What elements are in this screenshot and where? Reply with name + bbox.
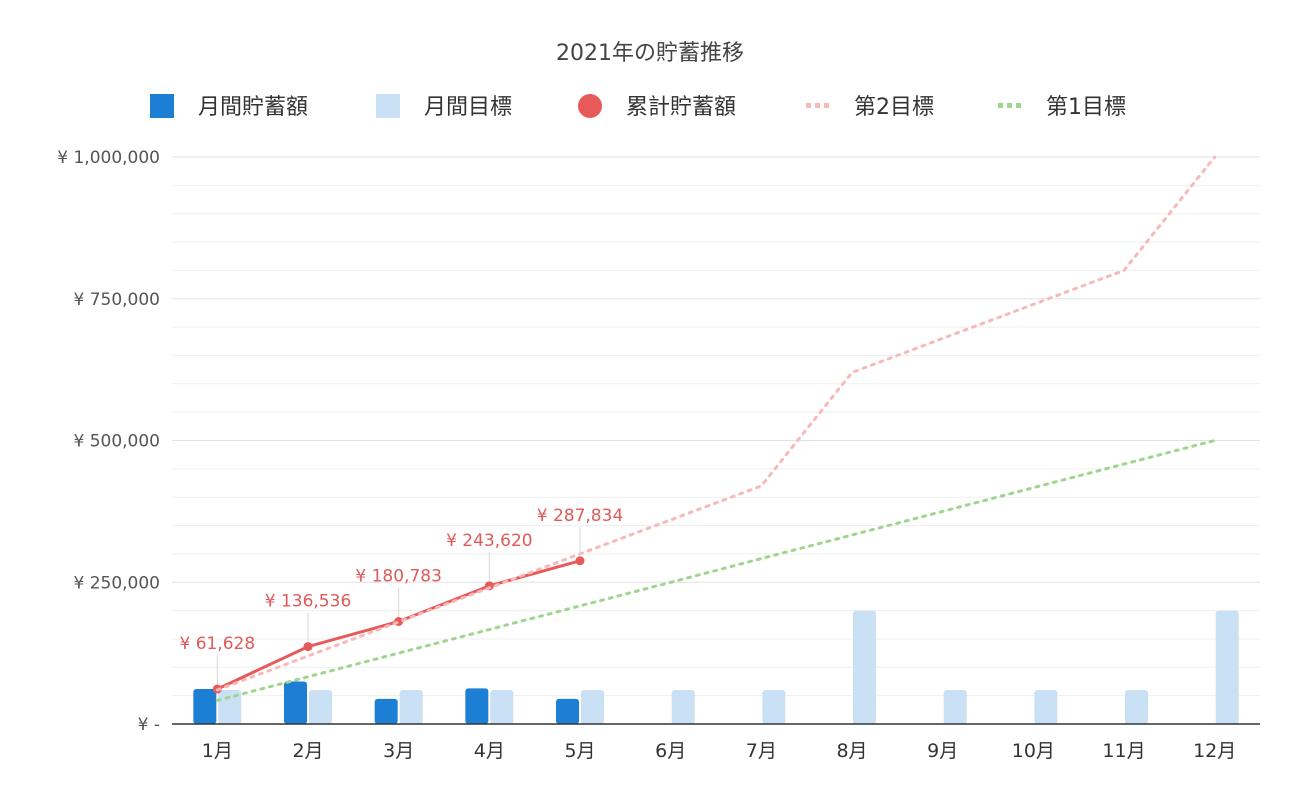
x-tick-label: 8月: [836, 740, 867, 762]
x-tick-label: 11月: [1102, 740, 1145, 762]
x-tick-label: 6月: [655, 740, 686, 762]
line-series: [212, 155, 1217, 702]
bar-series: [193, 610, 1239, 724]
legend-label: 第2目標: [854, 95, 934, 120]
x-tick-label: 4月: [474, 740, 505, 762]
x-tick-label: 7月: [746, 740, 777, 762]
legend-label: 累計貯蓄額: [626, 95, 736, 120]
x-tick-label: 5月: [564, 740, 595, 762]
point-累計貯蓄額-5月: [575, 556, 585, 566]
bar-月間貯蓄額-2月: [284, 681, 307, 724]
bar-月間貯蓄額-4月: [465, 688, 489, 724]
legend-label: 第1目標: [1046, 95, 1126, 120]
legend-swatch: [1016, 103, 1021, 108]
y-tick-label: ¥ -: [138, 715, 160, 735]
legend: 月間貯蓄額 月間目標 累計貯蓄額 第2目標 第1目標: [150, 94, 1126, 120]
data-label: ¥ 180,783: [355, 566, 442, 586]
bar-月間貯蓄額-5月: [556, 698, 579, 724]
point-累計貯蓄額-2月: [303, 642, 313, 652]
legend-swatch: [998, 103, 1003, 108]
gridlines: [172, 156, 1260, 725]
data-label: ¥ 61,628: [179, 634, 255, 654]
y-tick-label: ¥ 1,000,000: [57, 148, 160, 168]
legend-swatch: [376, 94, 400, 118]
x-axis: 1月 2月 3月 4月 5月 6月 7月 8月 9月 10月 11月 12月: [172, 723, 1260, 762]
x-tick-label: 9月: [927, 740, 958, 762]
legend-swatch: [824, 103, 829, 108]
y-tick-label: ¥ 750,000: [73, 290, 160, 310]
data-label: ¥ 243,620: [446, 531, 533, 551]
legend-swatch: [1007, 103, 1012, 108]
bar-月間目標-4月: [490, 689, 514, 724]
bar-月間目標-7月: [762, 689, 786, 724]
bar-月間目標-2月: [309, 689, 332, 724]
legend-swatch: [815, 103, 820, 108]
line-第1目標: [215, 439, 1217, 702]
bar-月間目標-12月: [1215, 610, 1239, 724]
x-tick-label: 12月: [1193, 740, 1236, 762]
data-labels: ¥ 61,628 ¥ 136,536¥ 180,783¥ 243,620¥ 287…: [179, 506, 624, 685]
bar-月間目標-11月: [1125, 689, 1148, 724]
bar-月間目標-8月: [853, 610, 876, 724]
bar-月間目標-5月: [581, 689, 604, 724]
y-axis: ¥ - ¥ 250,000 ¥ 500,000 ¥ 750,000 ¥ 1,000,00…: [57, 148, 160, 735]
legend-swatch: [150, 94, 174, 118]
bar-月間貯蓄額-3月: [374, 698, 398, 724]
legend-label: 月間目標: [424, 95, 512, 120]
x-tick-label: 10月: [1012, 740, 1055, 762]
x-tick-label: 3月: [383, 740, 414, 762]
x-tick-label: 2月: [292, 740, 323, 762]
legend-label: 月間貯蓄額: [198, 95, 308, 120]
bar-月間目標-3月: [399, 689, 423, 724]
y-tick-label: ¥ 250,000: [73, 573, 160, 593]
y-tick-label: ¥ 500,000: [73, 432, 160, 452]
bar-月間目標-10月: [1034, 689, 1058, 724]
bar-月間目標-6月: [671, 689, 695, 724]
line-第2目標: [215, 155, 1217, 692]
bar-月間目標-1月: [218, 689, 242, 724]
x-tick-label: 1月: [202, 740, 233, 762]
data-label: ¥ 136,536: [265, 592, 352, 612]
bar-月間貯蓄額-1月: [193, 689, 217, 724]
bar-月間目標-9月: [943, 689, 967, 724]
legend-swatch: [578, 94, 602, 118]
chart-title: 2021年の貯蓄推移: [556, 41, 744, 66]
data-label: ¥ 287,834: [537, 506, 624, 526]
legend-swatch: [806, 103, 811, 108]
